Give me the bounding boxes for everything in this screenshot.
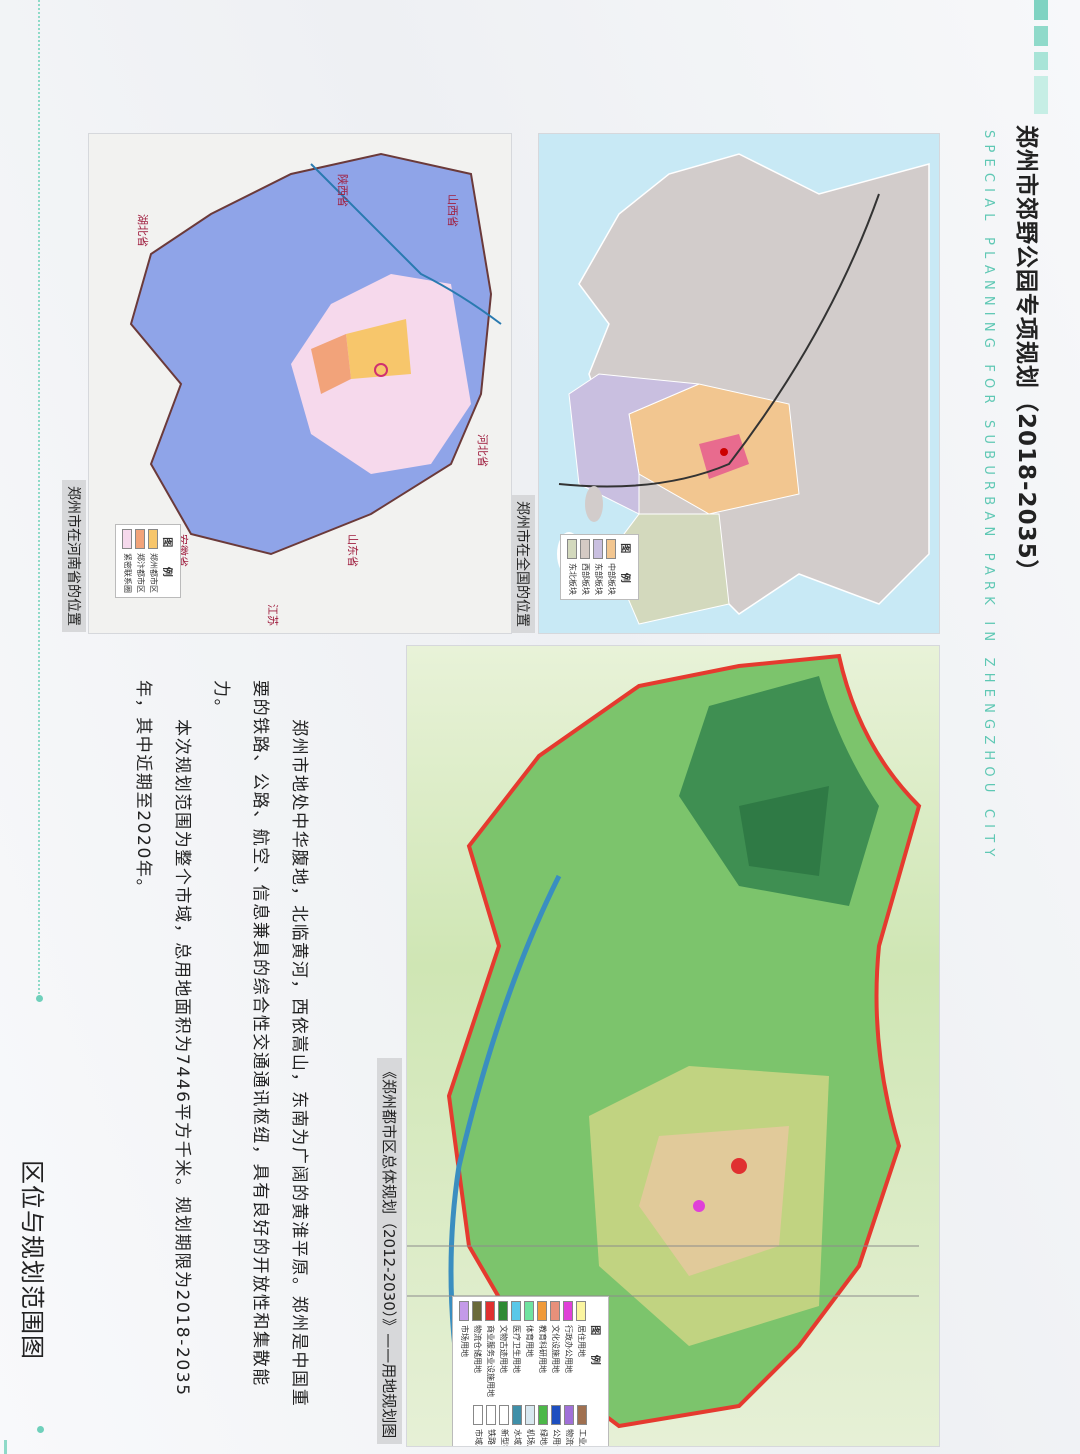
legend-label: 居住用地 xyxy=(577,1325,586,1357)
legend-label: 公用设施用地 xyxy=(551,1429,562,1447)
legend-item: 居住用地 xyxy=(576,1301,587,1397)
land-use-map: 图 例 居住用地 行政办公用地 文化设施用地 教育科研用地 体育用地 医疗卫生用地 文物古迹… xyxy=(406,645,940,1447)
national-location-map: 图 例 中部板块 东部板块 西部板块 东北板块 xyxy=(538,133,940,634)
legend-swatch xyxy=(486,1405,497,1425)
legend-swatch xyxy=(538,1405,549,1425)
figure-title: 区位与规划范围图 xyxy=(18,1160,46,1360)
legend-item: 中部板块 xyxy=(606,539,617,595)
map-label: 陕西省 xyxy=(336,174,349,207)
legend-title: 图 例 xyxy=(589,1325,600,1373)
legend-item: 教育科研用地 xyxy=(537,1301,548,1397)
legend-title: 图 例 xyxy=(161,537,172,585)
legend-item: 东北板块 xyxy=(567,539,578,595)
legend-item: 机场用地 xyxy=(525,1405,536,1447)
legend-label: 文物古迹用地 xyxy=(499,1325,508,1373)
legend-item: 绿地与广场用地 xyxy=(538,1405,549,1447)
legend-swatch xyxy=(485,1301,496,1321)
legend-swatch xyxy=(564,1405,575,1425)
legend-label: 物流仓储用地 xyxy=(473,1325,482,1373)
legend-label: 市域界 xyxy=(474,1429,483,1447)
map-label: 江苏 xyxy=(266,604,279,626)
legend-label: 铁路 xyxy=(487,1429,496,1445)
map-label: 山西省 xyxy=(446,194,459,227)
land-use-map-caption: 《郑州都市区总体规划（2012-2030）》——用地规划图 xyxy=(377,1058,402,1445)
decor-bar xyxy=(1034,52,1048,70)
legend-swatch xyxy=(512,1405,523,1425)
divider xyxy=(4,1440,7,1454)
paragraph: 本次规划范围为整个市域，总用地面积为7446平方千米。规划期限为2018-203… xyxy=(133,680,192,1397)
legend-item: 物流仓储用地 xyxy=(564,1405,575,1447)
legend-label: 市场用地 xyxy=(460,1325,469,1357)
decor-bar xyxy=(1034,0,1048,20)
legend-item: 紧密联系圈 xyxy=(122,529,133,593)
legend-item: 东部板块 xyxy=(593,539,604,595)
legend-item: 行政办公用地 xyxy=(563,1301,574,1397)
legend-item: 公用设施用地 xyxy=(551,1405,562,1447)
legend-item: 市域界 xyxy=(473,1405,484,1447)
legend-item: 物流仓储用地 xyxy=(472,1301,483,1397)
legend-swatch xyxy=(524,1301,535,1321)
legend-label: 教育科研用地 xyxy=(538,1325,547,1373)
map-label: 河北省 xyxy=(476,434,489,467)
legend-item: 新型农村社区 xyxy=(499,1405,510,1447)
legend-title: 图 例 xyxy=(619,543,630,591)
legend-label: 工业用地 xyxy=(578,1429,587,1447)
legend-item: 西部板块 xyxy=(580,539,591,595)
legend-label: 机场用地 xyxy=(526,1429,535,1447)
legend-swatch xyxy=(511,1301,522,1321)
page-header-subtitle: SPECIAL PLANNING FOR SUBURBAN PARK IN ZH… xyxy=(981,130,996,863)
legend-swatch xyxy=(473,1405,484,1425)
corner-dot xyxy=(37,1426,44,1433)
legend-label: 物流仓储用地 xyxy=(564,1429,575,1447)
legend-swatch xyxy=(499,1405,510,1425)
divider-dot xyxy=(36,995,43,1002)
legend-swatch xyxy=(498,1301,509,1321)
map-label: 山东省 xyxy=(346,534,359,567)
legend-label: 绿地与广场用地 xyxy=(538,1429,549,1447)
legend-item: 郑汴都市区 xyxy=(135,529,146,593)
legend-swatch xyxy=(550,1301,561,1321)
provincial-map-caption: 郑州市在河南省的位置 xyxy=(62,480,86,632)
legend-swatch xyxy=(537,1301,548,1321)
legend-label: 水域 xyxy=(513,1429,522,1445)
legend-item: 市场用地 xyxy=(459,1301,470,1397)
legend-item: 铁路 xyxy=(486,1405,497,1447)
national-map-caption: 郑州市在全国的位置 xyxy=(511,495,535,633)
legend-swatch xyxy=(551,1405,562,1425)
legend-swatch xyxy=(576,1301,587,1321)
legend-item: 文化设施用地 xyxy=(550,1301,561,1397)
legend-item: 工业用地 xyxy=(577,1405,588,1447)
page-header-title: 郑州市郊野公园专项规划（2018-2035） xyxy=(1013,125,1039,584)
provincial-map-legend: 图 例 郑州都市区 郑汴都市区 紧密联系圈 xyxy=(115,524,181,598)
legend-item: 郑州都市区 xyxy=(148,529,159,593)
legend-label: 文化设施用地 xyxy=(551,1325,560,1373)
land-use-legend: 图 例 居住用地 行政办公用地 文化设施用地 教育科研用地 体育用地 医疗卫生用地 文物古迹… xyxy=(452,1296,609,1447)
legend-item: 商业服务业设施用地 xyxy=(485,1301,496,1397)
legend-label: 医疗卫生用地 xyxy=(512,1325,521,1373)
paragraph: 郑州市地处中华腹地，北临黄河，西依嵩山，东南为广阔的黄淮平原。郑州是中国重要的铁… xyxy=(211,680,309,1408)
legend-item: 文物古迹用地 xyxy=(498,1301,509,1397)
decor-bar xyxy=(1034,76,1048,114)
legend-item: 水域 xyxy=(512,1405,523,1447)
legend-swatch xyxy=(459,1301,470,1321)
legend-swatch xyxy=(563,1301,574,1321)
legend-item: 体育用地 xyxy=(524,1301,535,1397)
body-text: 郑州市地处中华腹地，北临黄河，西依嵩山，东南为广阔的黄淮平原。郑州是中国重要的铁… xyxy=(123,680,318,1410)
legend-label: 行政办公用地 xyxy=(564,1325,573,1373)
legend-item: 医疗卫生用地 xyxy=(511,1301,522,1397)
legend-label: 商业服务业设施用地 xyxy=(486,1325,495,1397)
map-label: 湖北省 xyxy=(136,214,149,247)
henan-map-graphic xyxy=(129,152,502,556)
legend-swatch xyxy=(577,1405,588,1425)
provincial-location-map: 陕西省 湖北省 山西省 河北省 山东省 安徽省 江苏 图 例 郑州都市区 郑汴都… xyxy=(88,133,512,634)
legend-label: 体育用地 xyxy=(525,1325,534,1357)
china-map-graphic xyxy=(557,153,930,625)
divider xyxy=(38,0,40,998)
legend-label: 新型农村社区 xyxy=(499,1429,510,1447)
legend-swatch xyxy=(472,1301,483,1321)
national-map-legend: 图 例 中部板块 东部板块 西部板块 东北板块 xyxy=(560,534,639,600)
legend-swatch xyxy=(525,1405,536,1425)
decor-bar xyxy=(1034,26,1048,46)
